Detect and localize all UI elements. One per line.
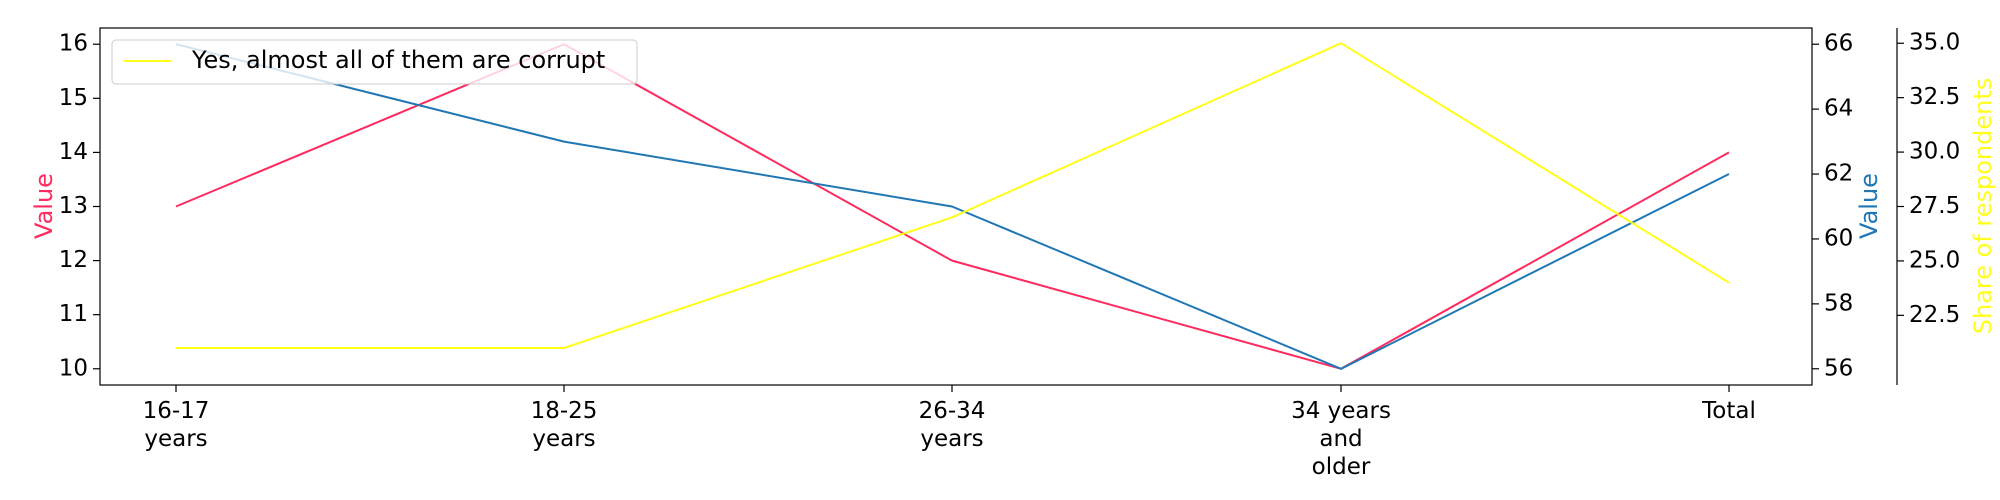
left-y-tick-label: 16 — [59, 31, 88, 57]
right1-y-tick-label: 56 — [1824, 355, 1853, 381]
right2-y-tick-label: 32.5 — [1909, 84, 1960, 110]
right1-y-tick-label: 62 — [1824, 161, 1853, 187]
right1-y-tick-label: 58 — [1824, 290, 1853, 316]
right1-y-tick-label: 64 — [1824, 96, 1853, 122]
right2-y-tick-label: 30.0 — [1909, 139, 1960, 165]
x-tick-label: Total — [1701, 398, 1756, 424]
left-y-tick-label: 10 — [59, 355, 88, 381]
left-y-tick-label: 13 — [59, 193, 88, 219]
right2-y-tick-label: 25.0 — [1909, 247, 1960, 273]
right1-axis-title: Value — [1855, 173, 1883, 239]
legend-label: Yes, almost all of them are corrupt — [191, 46, 605, 74]
right2-y-tick-label: 22.5 — [1909, 302, 1960, 328]
left-y-tick-label: 15 — [59, 85, 88, 111]
left-y-tick-label: 11 — [59, 301, 88, 327]
right2-axis-title: Share of respondents — [1969, 78, 1997, 335]
right2-y-tick-label: 27.5 — [1909, 193, 1960, 219]
x-tick-label: 34 years and older — [1291, 398, 1391, 480]
right2-y-tick-label: 35.0 — [1909, 30, 1960, 56]
series-line-right1 — [175, 43, 1730, 370]
legend-box — [111, 39, 638, 85]
x-tick-label: 26-34 years — [919, 398, 986, 452]
left-axis-title: Value — [30, 173, 58, 239]
x-tick-label: 16-17 years — [143, 398, 210, 452]
x-tick-label: 18-25 years — [531, 398, 598, 452]
left-y-tick-label: 12 — [59, 247, 88, 273]
right1-y-tick-label: 60 — [1824, 225, 1853, 251]
series-line-right2 — [176, 42, 1730, 349]
legend: Yes, almost all of them are corrupt — [111, 39, 638, 85]
left-y-tick-label: 14 — [59, 139, 88, 165]
right1-y-tick-label: 66 — [1824, 31, 1853, 57]
